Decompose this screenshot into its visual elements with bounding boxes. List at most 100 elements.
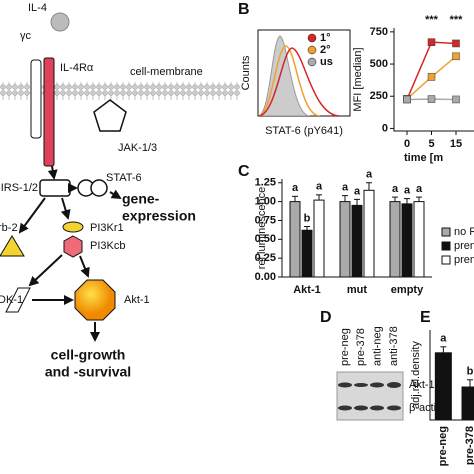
point [403,95,411,104]
point [427,73,436,81]
x-tick-label: 0 [404,138,410,150]
axis-label: rel.luminescence [256,187,268,270]
pi3kr1 [62,221,84,233]
x-tick-label: 15 [450,138,462,150]
x-tick-label: Akt-1 [293,284,321,296]
y-tick-label: 0 [382,122,388,134]
bar [301,229,313,278]
bar [461,386,474,421]
panel-letter: E [420,309,431,326]
legend-label: us [320,56,333,68]
bar [351,204,363,278]
y-tick-label: 0.25 [255,252,276,264]
axis-label: MFI [median] [352,47,364,111]
y-tick-label: 500 [370,58,388,70]
letter-label: a [292,182,299,194]
letter-label: a [440,333,447,345]
irs [39,179,71,197]
y-tick-label: 0.50 [255,233,276,245]
letter-label: a [316,181,323,193]
grb [0,235,25,257]
letter-label: a [392,183,399,195]
y-tick-label: 0.75 [255,214,276,226]
y-tick-label: 1.25 [255,177,276,189]
label: JAK-1/3 [118,142,157,154]
letter-label: a [366,169,373,181]
label: and -survival [45,364,131,380]
gamma-c [30,59,42,139]
x-tick-label: pre-378 [464,426,474,465]
legend-swatch [307,45,317,55]
letter-label: a [342,181,349,193]
label: rb-2 [0,222,18,234]
axis-label: Counts [240,55,252,90]
label: cell-growth [51,347,126,363]
label: IL-4 [28,2,47,14]
legend-label: premi [454,240,474,252]
band-label: β-actin [409,402,442,414]
membrane [0,82,240,100]
bar [401,203,413,278]
ligand [50,12,70,32]
axis-label: STAT-6 (pY641) [265,125,343,137]
label: cell-membrane [130,66,203,78]
flow-panel: Counts STAT-6 (pY641) [240,29,351,137]
legend-swatch [307,57,317,67]
label: γc [20,30,32,42]
label: STAT-6 [106,172,142,184]
letter-label: a [416,183,423,195]
label: DK-1 [0,294,23,306]
curve [258,45,321,116]
panel-letter: D [320,309,332,326]
y-tick-label: 1.00 [255,196,276,208]
legend-swatch [441,255,451,265]
y-tick-label: 750 [370,26,388,38]
x-tick-label: empty [391,284,424,296]
label: expression [122,208,196,224]
band-label: Akt-1 [409,379,435,391]
letter-label: a [354,185,361,197]
label: IL-4Rα [60,62,94,74]
diagram: IL-4 γc IL-4Rα cell-membrane JAK-1/3 IRS… [0,2,240,380]
y-tick-label: 250 [370,90,388,102]
annotation: *** [425,14,439,26]
axis [429,330,474,421]
y-tick-label: 0.00 [255,271,276,283]
blot-panel [336,371,404,421]
label: PI3Kr1 [90,222,124,234]
receptor [43,57,55,167]
bar [434,352,452,421]
panel-letter: B [238,1,250,18]
bar [363,189,375,278]
label: gene- [122,191,160,207]
x-tick-label: 5 [428,138,434,150]
akt [74,279,116,321]
arrows [18,165,122,342]
bands [338,382,401,411]
legend-swatch [441,227,451,237]
label: Akt-1 [124,294,150,306]
x-tick-label: mut [347,284,368,296]
axis-label: time [m [404,152,443,164]
letter-label: a [404,185,411,197]
legend-label: 1° [320,32,331,44]
legend-swatch [441,241,451,251]
lane-label: anti-neg [372,326,384,366]
curve [258,35,311,116]
x-tick-label: pre-neg [437,426,449,466]
pi3kcb [63,235,83,258]
letter-label: b [304,212,311,224]
legend-label: premi [454,254,474,266]
annotation: *** [450,14,464,26]
legend-label: 2° [320,44,331,56]
line [406,41,457,100]
lane-label: anti-378 [388,326,400,366]
point [452,95,460,104]
panel-letter: C [238,163,250,180]
point [452,39,460,48]
axis [393,28,474,132]
point [427,38,436,46]
bar [313,199,325,278]
axis-label: adj.rel.density [410,341,422,409]
